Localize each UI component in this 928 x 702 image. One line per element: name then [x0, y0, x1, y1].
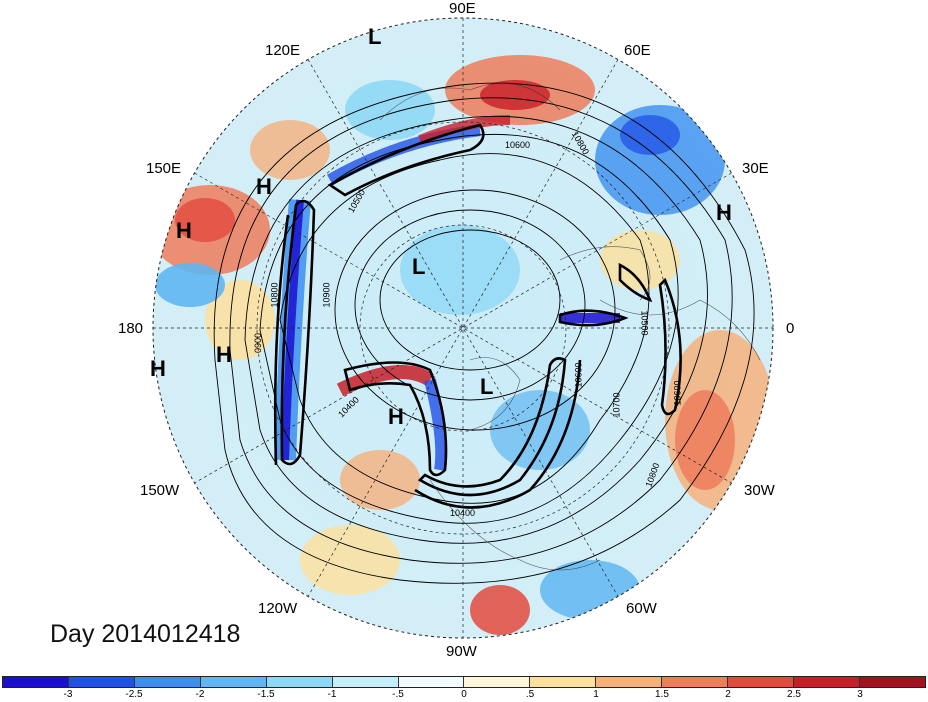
low-center-label: L	[480, 374, 494, 399]
colorbar-tick-label: 0	[461, 689, 467, 700]
coastlines	[379, 83, 761, 571]
colorbar-tick-label: -2	[195, 689, 205, 700]
lon-label-120w: 120W	[258, 600, 298, 617]
lon-label-90w: 90W	[446, 643, 477, 660]
colorbar-cell	[398, 677, 465, 687]
colorbar-tick-label: -1	[327, 689, 337, 700]
colorbar-tick-label: .5	[525, 689, 535, 700]
contour-label: 10600	[672, 380, 683, 406]
high-center-label: H	[176, 218, 192, 243]
colorbar-tick-label: -.5	[392, 689, 404, 700]
colorbar-tick-label: -3	[63, 689, 73, 700]
colorbar-tick-label: 2.5	[787, 689, 801, 700]
colorbar-tick-label: -1.5	[257, 689, 275, 700]
lon-label-60e: 60E	[624, 42, 651, 59]
lon-label-150e: 150E	[146, 160, 182, 177]
high-center-label: H	[716, 200, 732, 225]
contour-label: 0900	[253, 332, 264, 354]
colorbar-cell	[859, 677, 925, 687]
colorbar-cell	[530, 677, 597, 687]
map-title: Day 2014012418	[50, 620, 241, 648]
colorbar-cell	[728, 677, 795, 687]
anomaly-field	[153, 18, 773, 638]
lon-label-180: 180	[118, 320, 144, 337]
high-center-label: H	[388, 404, 404, 429]
contour-label: 10900	[321, 282, 332, 308]
lon-label-120e: 120E	[265, 42, 301, 59]
contour-label: 10500	[639, 310, 650, 336]
lon-label-90e: 90E	[449, 0, 476, 17]
high-center-label: H	[150, 356, 166, 381]
colorbar-cell	[662, 677, 729, 687]
colorbar-cell	[464, 677, 531, 687]
lon-label-30e: 30E	[742, 160, 769, 177]
colorbar-cell	[332, 677, 399, 687]
colorbar-tick-label: 1	[593, 689, 599, 700]
colorbar	[2, 676, 926, 688]
colorbar-tick-label: 1.5	[655, 689, 669, 700]
map-boundary	[152, 17, 774, 639]
contour-label: 10800	[269, 282, 280, 308]
lon-label-30w: 30W	[744, 482, 775, 499]
colorbar-cell	[794, 677, 860, 687]
lon-label-60w: 60W	[626, 600, 657, 617]
low-center-label: L	[412, 254, 426, 279]
colorbar-cell	[200, 677, 267, 687]
colorbar-cell	[3, 677, 69, 687]
colorbar-cell	[596, 677, 663, 687]
colorbar-cell	[68, 677, 135, 687]
jet-contours	[273, 123, 682, 509]
colorbar-cell	[266, 677, 333, 687]
high-center-label: H	[216, 342, 232, 367]
colorbar-tick-label: 3	[857, 689, 863, 700]
graticule	[153, 18, 773, 638]
colorbar-cell	[134, 677, 201, 687]
low-center-label: L	[368, 24, 382, 49]
contour-label: 10600	[505, 140, 531, 150]
contour-label: 10700	[611, 392, 622, 418]
colorbar-tick-label: 2	[725, 689, 731, 700]
lon-label-0: 0	[786, 320, 795, 337]
high-center-label: H	[256, 174, 272, 199]
colorbar-tick-label: -2.5	[125, 689, 143, 700]
lon-label-150w: 150W	[140, 482, 180, 499]
contour-label: 10400	[450, 508, 476, 518]
contour-label: 10600	[573, 362, 584, 388]
